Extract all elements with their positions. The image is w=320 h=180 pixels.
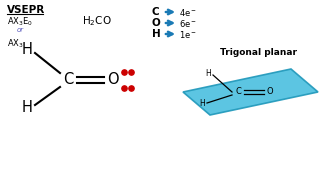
Text: C: C bbox=[63, 73, 73, 87]
Text: H: H bbox=[152, 29, 161, 39]
Text: AX$_3$: AX$_3$ bbox=[7, 37, 24, 50]
Text: H: H bbox=[199, 100, 205, 109]
Text: O: O bbox=[152, 18, 161, 28]
Text: C: C bbox=[235, 87, 241, 96]
Text: VSEPR: VSEPR bbox=[7, 5, 45, 15]
Text: 6e$^-$: 6e$^-$ bbox=[179, 18, 197, 29]
Text: C: C bbox=[152, 7, 160, 17]
Polygon shape bbox=[183, 69, 318, 115]
Text: H: H bbox=[21, 42, 32, 57]
Text: H: H bbox=[205, 69, 211, 78]
Text: or: or bbox=[17, 27, 24, 33]
Text: H: H bbox=[21, 100, 32, 116]
Text: O: O bbox=[107, 73, 119, 87]
Text: 4e$^-$: 4e$^-$ bbox=[179, 7, 197, 18]
Text: 1e$^-$: 1e$^-$ bbox=[179, 29, 197, 40]
Text: Trigonal planar: Trigonal planar bbox=[220, 48, 297, 57]
Text: H$_2$CO: H$_2$CO bbox=[82, 14, 112, 28]
Text: AX$_3$E$_0$: AX$_3$E$_0$ bbox=[7, 16, 33, 28]
Text: O: O bbox=[267, 87, 273, 96]
